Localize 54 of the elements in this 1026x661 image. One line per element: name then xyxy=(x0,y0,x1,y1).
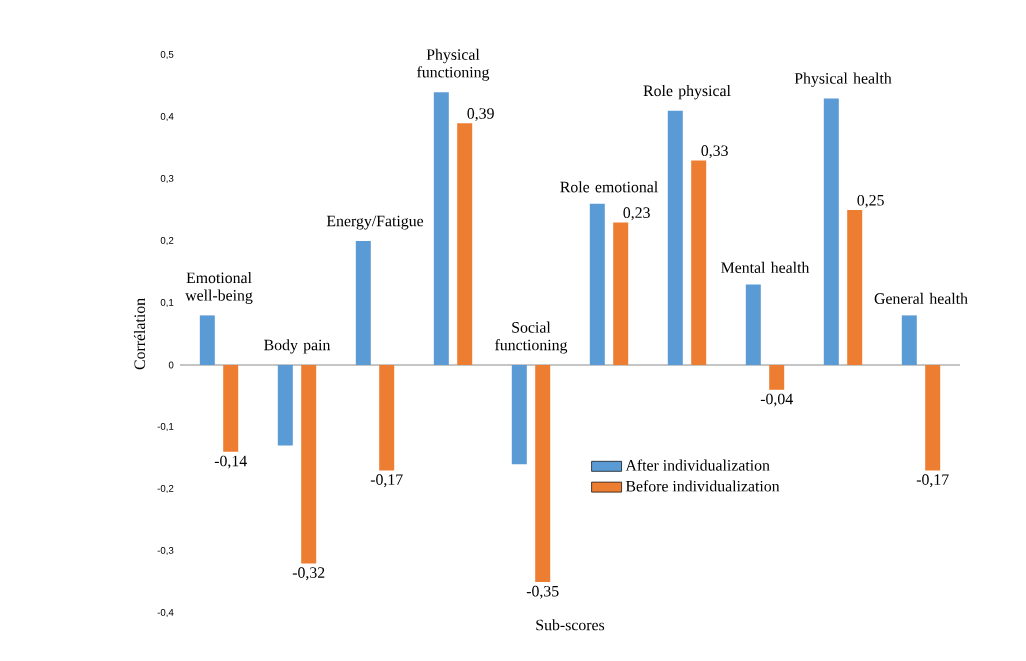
data-label: 0,23 xyxy=(623,207,650,221)
x-tick-label: Role physical xyxy=(643,85,731,100)
y-tick-label: -0,1 xyxy=(157,422,174,431)
bar xyxy=(223,364,239,452)
bar xyxy=(379,364,395,471)
y-tick-label: 0,1 xyxy=(160,298,174,307)
y-tick-label: 0,3 xyxy=(160,174,174,183)
y-tick-label: -0,2 xyxy=(157,484,174,493)
bar xyxy=(355,240,371,365)
y-tick-label: -0,4 xyxy=(157,608,174,617)
legend-label: After individualization xyxy=(625,459,770,471)
bar xyxy=(667,110,683,365)
bar xyxy=(847,209,863,365)
x-tick-label: Body pain xyxy=(264,339,331,354)
bar xyxy=(433,92,449,365)
x-tick-label: Role emotional xyxy=(560,181,658,193)
data-label: -0,32 xyxy=(292,567,325,581)
bar xyxy=(589,203,605,365)
x-axis-title: Sub-scores xyxy=(536,619,605,631)
bar xyxy=(613,222,629,365)
x-tick-label: Physical functioning xyxy=(417,48,490,81)
x-tick-label: General health xyxy=(874,292,968,304)
bar xyxy=(301,364,317,564)
x-tick-label: Social functioning xyxy=(495,321,568,354)
bar xyxy=(691,160,707,365)
bar xyxy=(511,364,527,465)
y-tick-label: -0,3 xyxy=(157,546,174,555)
bar xyxy=(901,315,917,365)
y-tick-label: 0 xyxy=(168,361,174,369)
x-tick-label: Emotional well-being xyxy=(185,272,253,304)
bar xyxy=(745,284,761,365)
x-tick-label: Mental health xyxy=(721,261,810,273)
data-label: 0,25 xyxy=(857,194,884,208)
data-label: 0,39 xyxy=(467,108,494,122)
bar xyxy=(277,364,293,446)
bar xyxy=(769,364,785,390)
y-tick-label: 0,4 xyxy=(160,112,174,121)
bar xyxy=(823,98,839,365)
data-label: -0,14 xyxy=(214,455,247,469)
bar xyxy=(457,123,473,365)
bar xyxy=(199,315,215,365)
data-label: 0,33 xyxy=(701,145,728,159)
x-tick-label: Physical health xyxy=(794,72,892,87)
bar xyxy=(925,364,941,471)
data-label: -0,17 xyxy=(916,474,949,488)
x-tick-label: Energy/Fatigue xyxy=(326,215,424,230)
y-axis-title: Corrélation xyxy=(133,298,146,370)
data-label: -0,17 xyxy=(370,474,403,488)
data-label: -0,04 xyxy=(760,393,793,407)
legend-label: Before individualization xyxy=(625,480,780,492)
data-label: -0,35 xyxy=(526,585,559,599)
bar xyxy=(535,364,551,582)
y-tick-label: 0,2 xyxy=(160,236,174,245)
y-tick-label: 0,5 xyxy=(160,50,174,59)
